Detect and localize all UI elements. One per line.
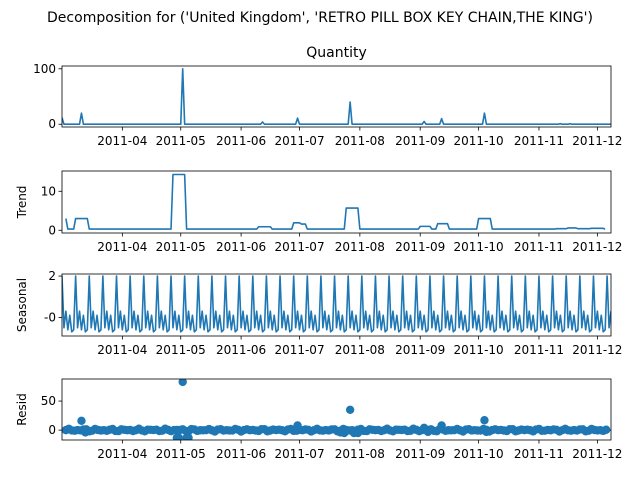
x-tick-label: 2011-07 <box>274 447 324 461</box>
x-tick-label: 2011-11 <box>514 343 564 357</box>
y-tick-label: 0 <box>48 117 56 131</box>
x-tick-label: 2011-06 <box>216 134 266 148</box>
x-tick-label: 2011-08 <box>335 134 385 148</box>
resid-point <box>482 427 491 437</box>
x-tick-label: 2011-11 <box>514 240 564 254</box>
x-tick-label: 2011-05 <box>156 240 206 254</box>
y-axis-label: Trend <box>15 186 29 220</box>
resid-point <box>353 428 363 438</box>
x-tick-label: 2011-12 <box>572 240 622 254</box>
x-tick-label: 2011-04 <box>97 447 147 461</box>
x-tick-label: 2011-07 <box>274 343 324 357</box>
x-tick-label: 2011-04 <box>97 343 147 357</box>
y-tick-label: 0 <box>48 423 56 437</box>
x-tick-label: 2011-05 <box>156 343 206 357</box>
x-tick-label: 2011-04 <box>97 240 147 254</box>
panel-1: Quantity 0 100 2011-04 2011-05 2011-06 2011-07… <box>33 45 622 148</box>
resid-point <box>81 428 90 437</box>
plot-area <box>65 173 606 230</box>
series-line <box>65 173 606 230</box>
y-axis-label: Seasonal <box>15 278 29 332</box>
x-tick-label: 2011-10 <box>454 447 504 461</box>
resid-point <box>601 425 611 434</box>
plot-area <box>62 67 611 126</box>
axes-frame <box>61 65 612 128</box>
x-tick-label: 2011-06 <box>216 240 266 254</box>
x-tick-label: 2011-04 <box>97 134 147 148</box>
series-line <box>62 67 611 126</box>
x-tick-label: 2011-12 <box>572 447 622 461</box>
resid-point <box>184 433 193 440</box>
resid-point <box>178 379 187 387</box>
plot-area <box>62 275 611 333</box>
x-tick-label: 2011-06 <box>216 447 266 461</box>
y-tick-label: 50 <box>41 394 56 408</box>
axes-frame <box>61 378 612 441</box>
resid-point <box>77 416 86 426</box>
x-tick-label: 2011-08 <box>335 447 385 461</box>
x-tick-label: 2011-05 <box>156 447 206 461</box>
seasonal-line <box>62 275 611 333</box>
x-tick-label: 2011-10 <box>454 134 504 148</box>
axes-frame <box>61 170 612 234</box>
resid-point <box>340 428 349 438</box>
resid-point <box>345 405 355 414</box>
resid-point <box>423 427 433 437</box>
y-tick-label: -0 <box>44 310 56 324</box>
x-tick-label: 2011-09 <box>395 240 445 254</box>
resid-point <box>174 433 184 440</box>
y-tick-label: 100 <box>33 62 56 76</box>
panel-2: Trend 0 10 2011-04 2011-05 2011-06 2011-07 2011… <box>15 170 622 254</box>
panel-4: Resid 0 50 2011-04 2011-05 2011-06 2011-07 2011… <box>15 378 622 461</box>
y-tick-label: 0 <box>48 223 56 237</box>
axes-frame <box>61 273 612 337</box>
x-tick-label: 2011-12 <box>572 343 622 357</box>
resid-point <box>437 421 446 430</box>
x-tick-label: 2011-12 <box>572 134 622 148</box>
x-tick-label: 2011-08 <box>335 343 385 357</box>
x-tick-label: 2011-11 <box>514 447 564 461</box>
panel-title: Quantity <box>306 45 367 61</box>
x-tick-label: 2011-08 <box>335 240 385 254</box>
x-tick-label: 2011-09 <box>395 134 445 148</box>
y-tick-label: 2 <box>48 269 56 283</box>
x-tick-label: 2011-10 <box>454 240 504 254</box>
resid-point <box>293 421 302 430</box>
x-tick-label: 2011-06 <box>216 343 266 357</box>
panel-3: Seasonal -0 2 2011-04 2011-05 2011-06 2011-07 2… <box>15 269 622 357</box>
y-axis-label: Resid <box>15 393 29 425</box>
y-tick-label: 10 <box>41 184 56 198</box>
x-tick-label: 2011-10 <box>454 343 504 357</box>
x-tick-label: 2011-07 <box>274 134 324 148</box>
resid-point <box>480 416 489 425</box>
x-tick-label: 2011-07 <box>274 240 324 254</box>
x-tick-label: 2011-09 <box>395 343 445 357</box>
plot-area <box>62 379 611 440</box>
x-tick-label: 2011-11 <box>514 134 564 148</box>
figure-suptitle: Decomposition for ('United Kingdom', 'RE… <box>47 10 593 26</box>
x-tick-label: 2011-05 <box>156 134 206 148</box>
x-tick-label: 2011-09 <box>395 447 445 461</box>
